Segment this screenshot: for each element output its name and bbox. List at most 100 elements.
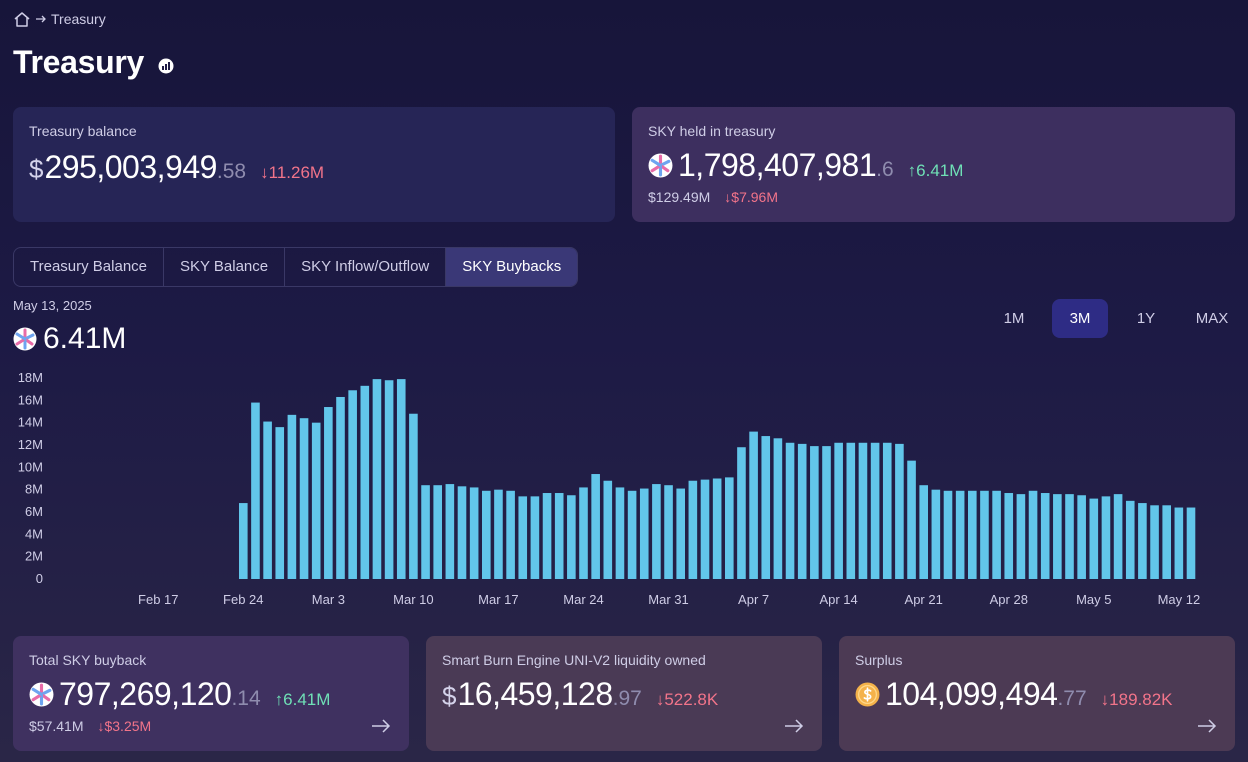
range-1m[interactable]: 1M [1003,310,1025,327]
bar[interactable] [1065,494,1074,579]
bar[interactable] [1101,496,1111,579]
bar[interactable] [882,442,892,579]
bar[interactable] [907,460,916,579]
bar[interactable] [251,402,260,579]
range-max[interactable]: MAX [1195,310,1229,327]
bar[interactable] [785,442,795,579]
bar[interactable] [1089,498,1099,579]
bar[interactable] [700,479,710,579]
bar[interactable] [992,490,1001,579]
bar[interactable] [1186,507,1196,579]
bar[interactable] [858,442,868,579]
bar[interactable] [664,485,673,579]
bar[interactable] [372,379,382,579]
arrow-right-icon[interactable] [784,719,804,733]
arrow-right-icon[interactable] [1197,719,1217,733]
bar[interactable] [542,493,552,579]
bar[interactable] [737,447,746,579]
arrow-right-icon[interactable] [371,719,391,733]
bar[interactable] [396,379,406,579]
bar[interactable] [1016,494,1026,579]
x-tick-label: Apr 21 [905,592,943,607]
bar[interactable] [797,443,807,579]
bar[interactable] [1040,493,1050,579]
bar[interactable] [239,503,248,579]
bar[interactable] [822,446,831,579]
tab-sky-balance[interactable]: SKY Balance [164,248,286,286]
bar[interactable] [870,442,880,579]
bar[interactable] [469,487,479,579]
bar[interactable] [336,396,345,579]
bar[interactable] [725,477,734,579]
bar[interactable] [846,442,856,579]
bar[interactable] [943,490,953,579]
bar[interactable] [482,490,491,579]
total-buyback-card[interactable]: Total SKY buyback 797,269,120 .14 ↑6.41M… [13,636,409,751]
range-1y[interactable]: 1Y [1136,310,1156,327]
bar[interactable] [421,485,430,579]
home-icon[interactable] [13,11,31,28]
treasury-balance-value: 295,003,949 [44,149,217,185]
bar[interactable] [968,490,977,579]
bar[interactable] [627,490,637,579]
bar[interactable] [1004,493,1014,579]
bar[interactable] [1113,494,1123,579]
bar[interactable] [263,421,272,579]
bar[interactable] [834,442,843,579]
bar[interactable] [360,385,370,579]
bar[interactable] [287,414,297,579]
bar[interactable] [1162,505,1171,579]
bar[interactable] [895,443,904,579]
bar[interactable] [567,495,576,579]
bar[interactable] [324,407,333,579]
surplus-card[interactable]: Surplus 104,099,494 .77 ↓189.82K [839,636,1235,751]
bar[interactable] [299,418,309,579]
bar[interactable] [591,474,600,579]
bar[interactable] [494,489,503,579]
bar[interactable] [554,493,564,579]
bar[interactable] [980,490,989,579]
bar[interactable] [712,478,722,580]
bar[interactable] [506,490,515,579]
bar[interactable] [919,485,928,579]
smart-burn-card[interactable]: Smart Burn Engine UNI-V2 liquidity owned… [426,636,822,751]
bar[interactable] [1138,503,1147,579]
bar[interactable] [688,480,698,579]
bar[interactable] [311,422,321,579]
bar[interactable] [457,486,467,579]
bar[interactable] [445,484,455,579]
bar[interactable] [348,390,357,579]
bar[interactable] [275,427,285,579]
tab-sky-inflow-outflow[interactable]: SKY Inflow/Outflow [285,248,447,286]
bar[interactable] [810,446,819,579]
bar[interactable] [1077,495,1086,579]
bar[interactable] [1028,490,1038,579]
bar[interactable] [433,485,442,579]
bar[interactable] [639,488,649,579]
y-tick-label: 0 [36,571,43,586]
bar[interactable] [615,487,625,579]
bar[interactable] [518,496,528,579]
bar[interactable] [1053,494,1062,579]
bar[interactable] [676,488,685,579]
x-tick-label: Feb 17 [138,592,178,607]
bar[interactable] [773,438,783,579]
tab-sky-buybacks[interactable]: SKY Buybacks [446,248,578,286]
chart-value: 6.41M [13,322,126,356]
bar[interactable] [579,487,588,579]
bar[interactable] [384,380,394,579]
bar[interactable] [603,480,613,579]
bar[interactable] [955,490,965,579]
treasury-balance-label: Treasury balance [29,123,137,139]
bar[interactable] [1125,500,1135,579]
bar[interactable] [530,496,540,579]
bar[interactable] [652,484,661,579]
bar[interactable] [1150,505,1159,579]
bar[interactable] [409,413,418,579]
bar[interactable] [761,436,771,579]
range-3m[interactable]: 3M [1052,299,1108,338]
bar[interactable] [1174,507,1184,579]
bar[interactable] [931,489,941,579]
tab-treasury-balance[interactable]: Treasury Balance [14,248,164,286]
bar[interactable] [749,431,758,579]
